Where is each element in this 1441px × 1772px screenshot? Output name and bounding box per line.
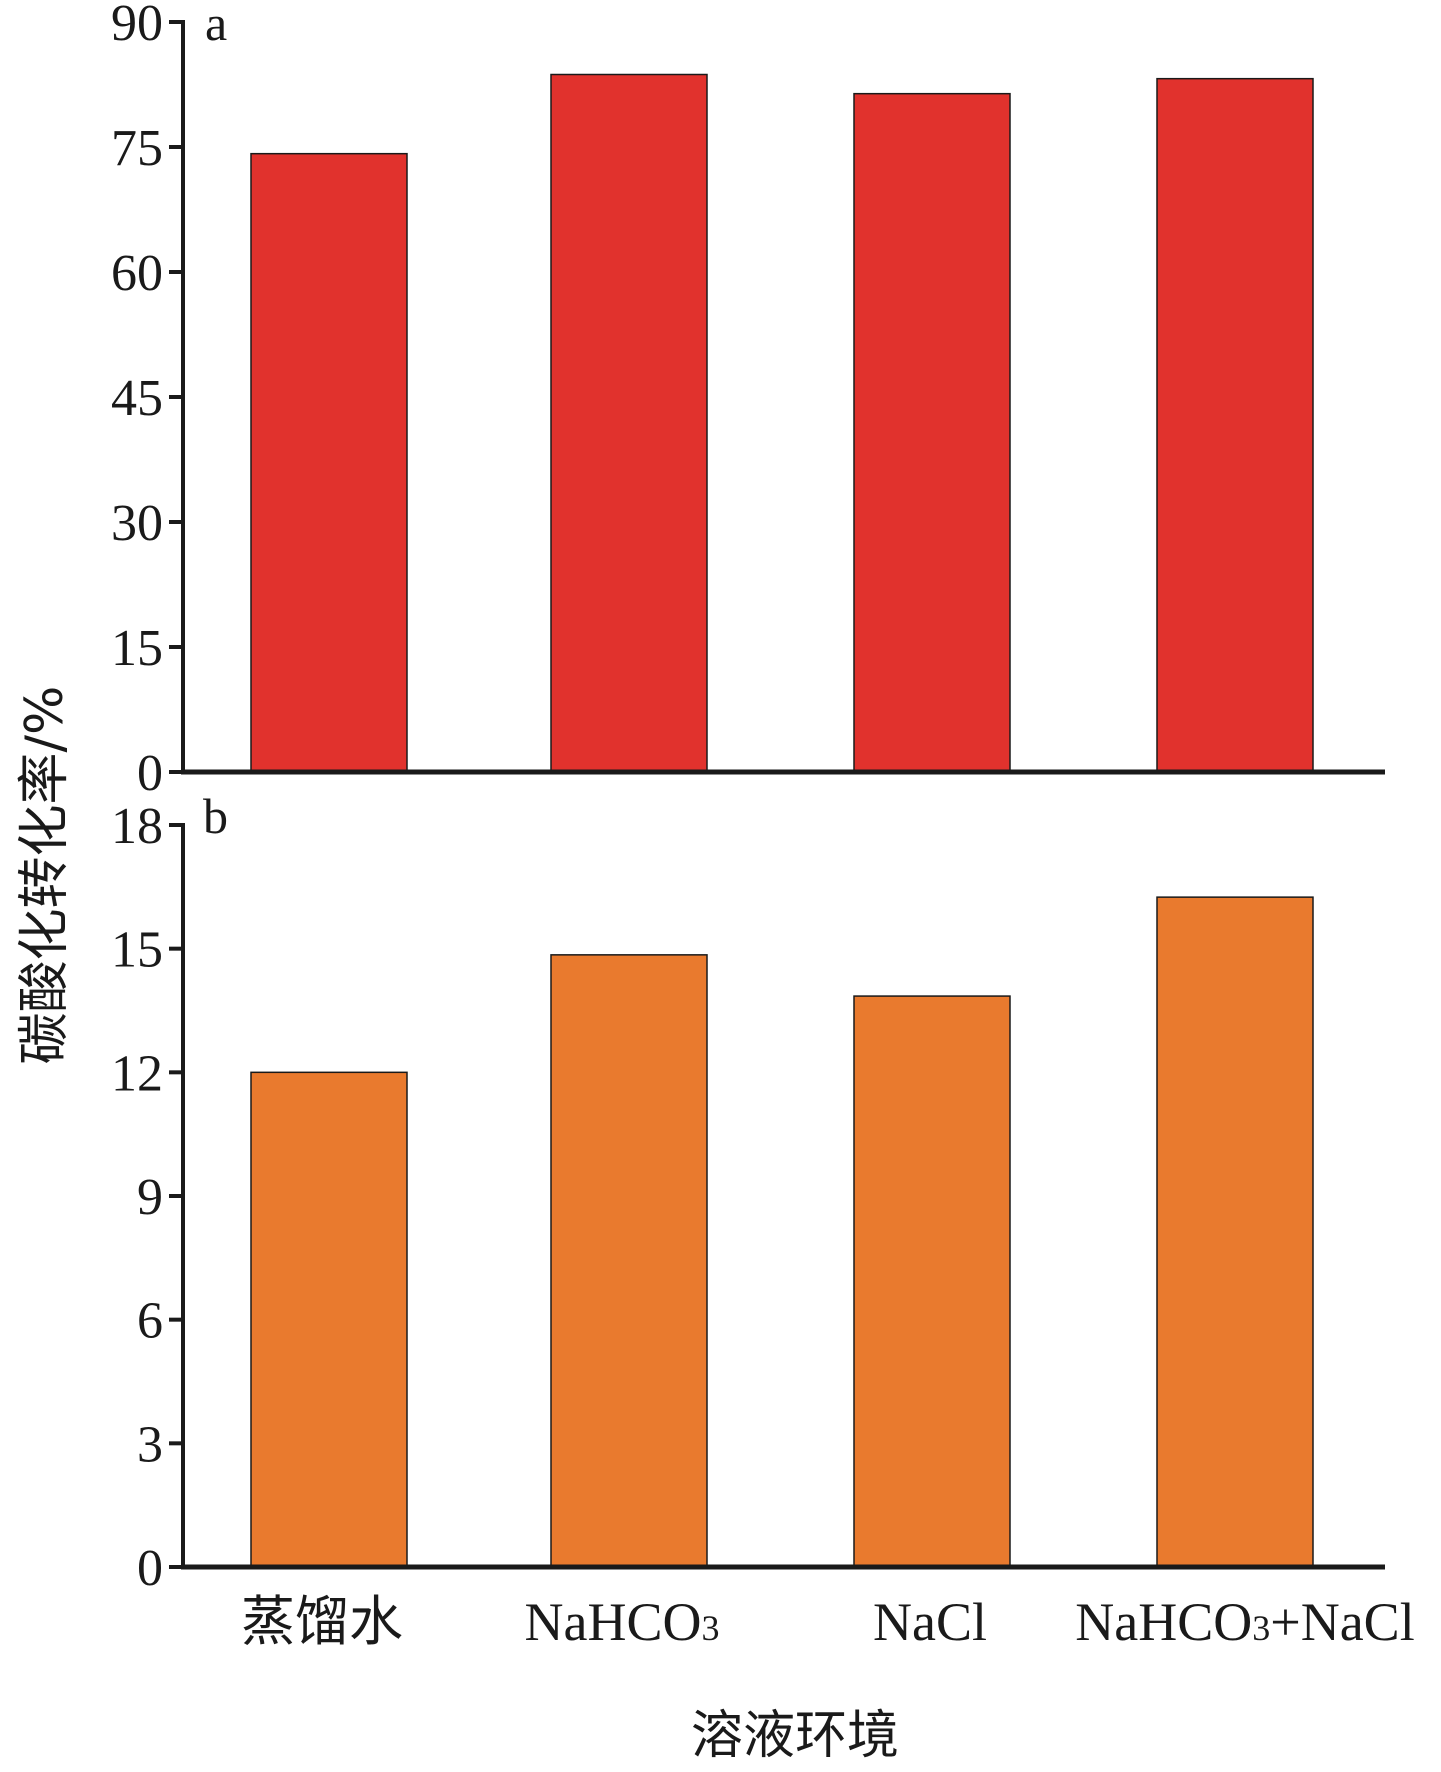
- x-axis-title: 溶液环境: [691, 1706, 899, 1766]
- x-category-label-nahco3: NaHCO3: [525, 1592, 720, 1652]
- y-axis-title: 碳酸化转化率/%: [15, 686, 75, 1065]
- y-tick-label-panel-a-0: 0: [137, 745, 163, 802]
- panel-label-a: a: [205, 0, 227, 51]
- y-tick-label-panel-a-15: 15: [111, 620, 163, 677]
- bar-panel-a-nahco3: [550, 73, 708, 773]
- panel-b: 0 3 6 9 12 15 18 b: [111, 788, 1385, 1597]
- y-tick-label-panel-a-30: 30: [111, 495, 163, 552]
- y-tick-label-panel-a-90: 90: [111, 0, 163, 52]
- bar-panel-b-nacl: [853, 995, 1011, 1568]
- bar-panel-b-nahco3-nacl: [1156, 896, 1314, 1568]
- y-tick-label-panel-b-3: 3: [137, 1416, 163, 1473]
- y-tick-label-panel-a-75: 75: [111, 120, 163, 177]
- x-category-label-distilled-water: 蒸馏水: [241, 1592, 403, 1652]
- bar-panel-b-distilled-water: [250, 1071, 408, 1568]
- y-tick-label-panel-a-60: 60: [111, 245, 163, 302]
- bar-panel-b-nahco3: [550, 954, 708, 1568]
- bar-panel-a-distilled-water: [250, 152, 408, 773]
- panel-label-b: b: [203, 788, 228, 844]
- y-tick-label-panel-b-15: 15: [111, 922, 163, 979]
- y-tick-label-panel-b-9: 9: [137, 1169, 163, 1226]
- x-category-label-nahco3-nacl: NaHCO3+NaCl: [1075, 1592, 1414, 1652]
- y-tick-label-panel-b-6: 6: [137, 1293, 163, 1350]
- y-tick-label-panel-b-0: 0: [137, 1540, 163, 1597]
- bar-panel-a-nacl: [853, 92, 1011, 773]
- y-tick-label-panel-a-45: 45: [111, 370, 163, 427]
- x-category-label-nacl: NaCl: [873, 1592, 987, 1652]
- y-tick-label-panel-b-12: 12: [111, 1045, 163, 1102]
- bar-panel-a-nahco3-nacl: [1156, 77, 1314, 773]
- y-tick-label-panel-b-18: 18: [111, 798, 163, 855]
- panel-a: 0 15 30 45 60 75 90 a: [111, 0, 1385, 802]
